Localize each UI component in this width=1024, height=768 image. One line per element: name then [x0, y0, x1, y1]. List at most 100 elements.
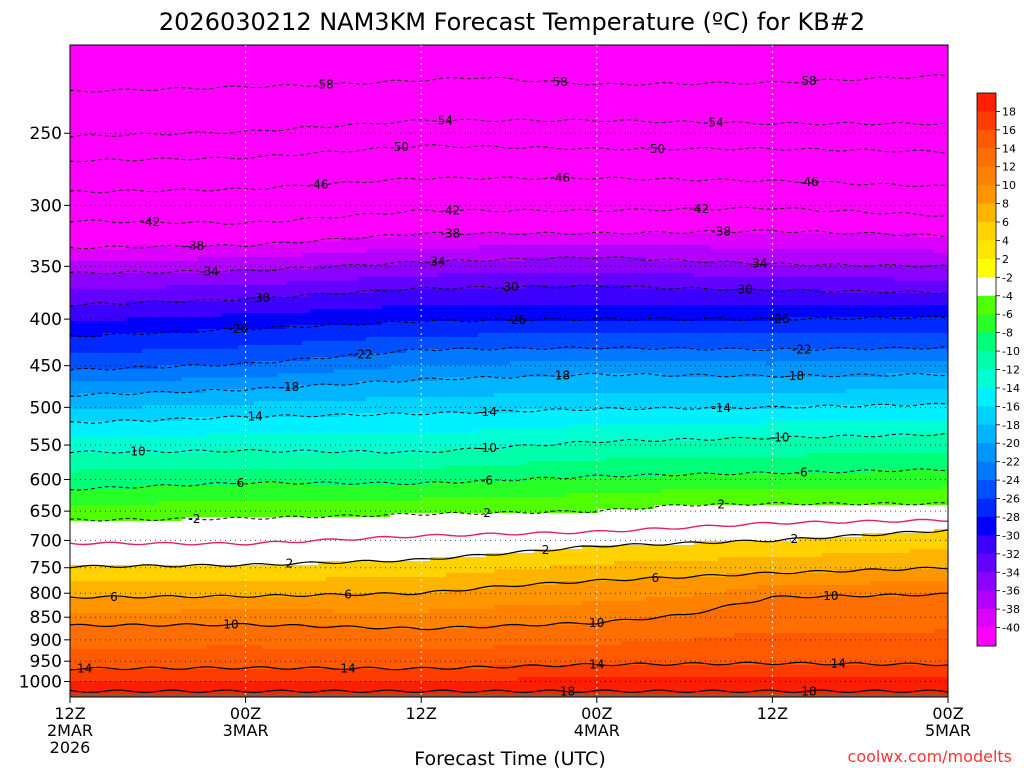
- field-cell: [70, 353, 79, 358]
- field-cell: [230, 361, 239, 366]
- field-cell: [246, 637, 255, 642]
- field-cell: [94, 113, 103, 118]
- field-cell: [118, 409, 127, 414]
- field-cell: [254, 653, 263, 658]
- field-cell: [270, 685, 279, 690]
- field-cell: [286, 657, 295, 662]
- field-cell: [214, 625, 223, 630]
- field-cell: [238, 73, 247, 78]
- field-cell: [118, 497, 127, 502]
- field-cell: [278, 585, 287, 590]
- field-cell: [70, 181, 79, 186]
- field-cell: [142, 525, 151, 530]
- field-cell: [190, 445, 199, 450]
- field-cell: [222, 457, 231, 462]
- field-cell: [294, 485, 303, 490]
- field-cell: [270, 473, 279, 478]
- field-cell: [262, 521, 271, 526]
- field-cell: [286, 693, 295, 697]
- field-cell: [126, 257, 135, 262]
- field-cell: [198, 641, 207, 646]
- field-cell: [126, 409, 135, 414]
- field-cell: [198, 605, 207, 610]
- field-cell: [86, 337, 95, 342]
- field-cell: [110, 241, 119, 246]
- field-cell: [78, 617, 87, 622]
- field-cell: [110, 213, 119, 218]
- field-cell: [302, 321, 311, 326]
- field-cell: [222, 121, 231, 126]
- field-cell: [198, 633, 207, 638]
- field-cell: [174, 557, 183, 562]
- field-cell: [246, 397, 255, 402]
- field-cell: [246, 181, 255, 186]
- field-cell: [142, 481, 151, 486]
- field-cell: [214, 273, 223, 278]
- field-cell: [294, 361, 303, 366]
- field-cell: [158, 261, 167, 266]
- field-cell: [238, 261, 247, 266]
- field-cell: [270, 653, 279, 658]
- field-cell: [302, 501, 311, 506]
- field-cell: [134, 557, 143, 562]
- field-cell: [254, 433, 263, 438]
- field-cell: [126, 253, 135, 258]
- field-cell: [222, 117, 231, 122]
- field-cell: [286, 145, 295, 150]
- field-cell: [142, 161, 151, 166]
- field-cell: [302, 681, 311, 686]
- field-cell: [70, 253, 79, 258]
- field-cell: [198, 385, 207, 390]
- field-cell: [294, 81, 303, 86]
- field-cell: [150, 369, 159, 374]
- field-cell: [190, 657, 199, 662]
- field-cell: [302, 353, 311, 358]
- field-cell: [174, 301, 183, 306]
- field-cell: [222, 61, 231, 66]
- field-cell: [94, 577, 103, 582]
- field-cell: [94, 565, 103, 570]
- field-cell: [270, 449, 279, 454]
- field-cell: [302, 561, 311, 566]
- field-cell: [142, 233, 151, 238]
- field-cell: [262, 189, 271, 194]
- field-cell: [222, 601, 231, 606]
- field-cell: [206, 233, 215, 238]
- field-cell: [174, 185, 183, 190]
- field-cell: [254, 117, 263, 122]
- field-cell: [302, 461, 311, 466]
- field-cell: [310, 361, 319, 366]
- field-cell: [286, 449, 295, 454]
- field-cell: [238, 97, 247, 102]
- field-cell: [238, 149, 247, 154]
- field-cell: [126, 469, 135, 474]
- field-cell: [310, 229, 319, 234]
- field-cell: [118, 97, 127, 102]
- field-cell: [126, 149, 135, 154]
- field-cell: [222, 557, 231, 562]
- field-cell: [182, 529, 191, 534]
- field-cell: [262, 405, 271, 410]
- field-cell: [270, 81, 279, 86]
- field-cell: [142, 261, 151, 266]
- field-cell: [262, 673, 271, 678]
- field-cell: [150, 533, 159, 538]
- field-cell: [230, 341, 239, 346]
- field-cell: [278, 337, 287, 342]
- field-cell: [310, 297, 319, 302]
- field-cell: [174, 173, 183, 178]
- field-cell: [262, 613, 271, 618]
- field-cell: [126, 269, 135, 274]
- field-cell: [150, 405, 159, 410]
- field-cell: [78, 281, 87, 286]
- field-cell: [102, 453, 111, 458]
- field-cell: [198, 597, 207, 602]
- field-cell: [198, 157, 207, 162]
- field-cell: [206, 573, 215, 578]
- field-cell: [270, 633, 279, 638]
- field-cell: [182, 645, 191, 650]
- field-cell: [86, 293, 95, 298]
- field-cell: [166, 345, 175, 350]
- field-cell: [70, 45, 79, 50]
- field-cell: [246, 609, 255, 614]
